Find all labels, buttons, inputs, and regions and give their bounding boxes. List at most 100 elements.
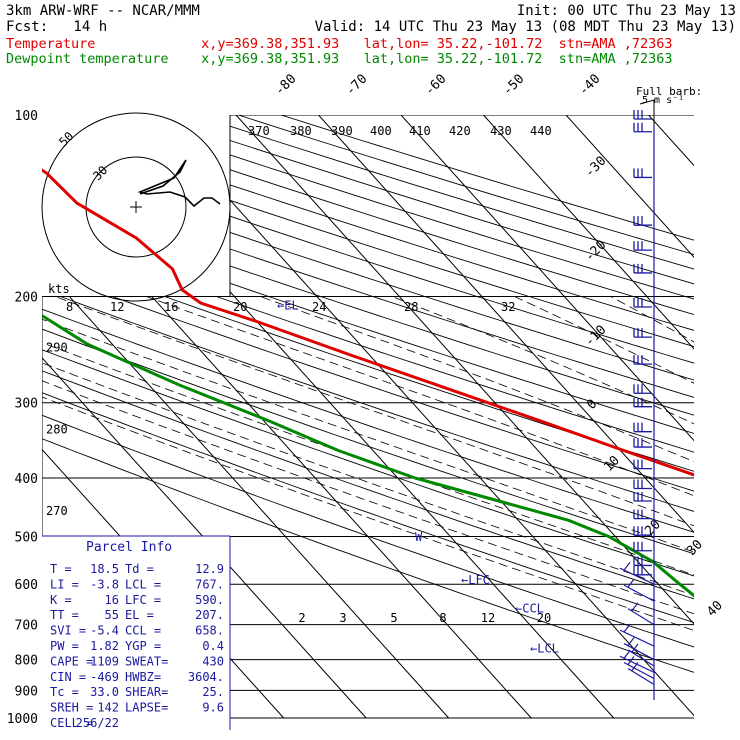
wind-barb — [633, 328, 652, 338]
wind-barb — [623, 578, 655, 602]
parcel-info-cell: EL = — [125, 608, 154, 622]
parcel-info-cell: LFC = — [125, 593, 161, 607]
pressure-label-1000: 1000 — [7, 712, 38, 727]
hodograph-ring-outer — [41, 112, 231, 302]
wind-barb — [633, 297, 652, 308]
parcel-panel-background — [42, 536, 230, 730]
mixing-ratio-label: 20 — [537, 611, 551, 625]
isotherm-label: -10 — [582, 323, 609, 350]
barb-units: 5 m s⁻¹ — [642, 95, 685, 106]
dry-adiabat-390 — [42, 166, 694, 381]
init-time: Init: 00 UTC Thu 23 May 13 — [516, 3, 736, 19]
parcel-info-cell: HWBZ= — [125, 670, 161, 684]
level-markers: ←EL ←LFC ←CCL ←LCL — [277, 299, 559, 656]
isotherm-20 — [648, 115, 694, 167]
dry-adiabat-480 — [281, 115, 694, 241]
wind-barb — [633, 556, 652, 567]
wind-barb — [633, 241, 652, 251]
theta-top-label: 430 — [490, 124, 512, 138]
isotherm-label: -50 — [500, 72, 527, 99]
parcel-info-cell: Tc = — [50, 685, 79, 699]
dry-adiabat-450 — [152, 115, 694, 285]
wind-barb — [633, 541, 652, 552]
dry-adiabat-460 — [195, 115, 694, 270]
pressure-label-100: 100 — [15, 109, 38, 124]
parcel-info-cell: 16 — [105, 593, 119, 607]
speed-tick-label: 8 — [66, 300, 73, 314]
wind-barb — [633, 110, 652, 120]
moist-adiabat-30 — [391, 296, 694, 425]
isotherm-label: -20 — [582, 238, 609, 265]
dry-adiabat-270 — [42, 392, 694, 624]
dry-adiabat-320 — [42, 289, 694, 512]
wind-barb — [633, 459, 652, 470]
parcel-info-cell: SREH = — [50, 701, 93, 715]
dry-adiabat-360 — [42, 216, 694, 434]
theta-label: 280 — [46, 422, 68, 436]
dry-adiabat-340 — [42, 252, 694, 472]
moist-adiabat--10 — [42, 396, 694, 631]
parcel-info-cell: 18.5 — [90, 562, 119, 576]
parcel-info-cell: K = — [50, 593, 72, 607]
wind-barb — [633, 216, 652, 226]
parcel-info-cell: 1109 — [90, 654, 119, 668]
parcel-info-cell: 9.6 — [202, 701, 224, 715]
pressure-label-700: 700 — [15, 619, 38, 634]
theta-top-label: 410 — [409, 124, 431, 138]
mixing-ratio-label: 5 — [390, 611, 397, 625]
mixing-ratio-label: 2 — [298, 611, 305, 625]
parcel-info-cell: TT = — [50, 608, 79, 622]
isotherm-30 — [731, 115, 740, 718]
wind-barb — [633, 491, 652, 502]
dry-adiabat-380 — [42, 183, 694, 398]
dewpoint-profile — [42, 313, 694, 598]
parcel-info-cell: 767. — [195, 577, 224, 591]
parcel-info-cell: 25. — [202, 685, 224, 699]
parcel-info-cell: 3604. — [188, 670, 224, 684]
dry-adiabat-310 — [42, 308, 694, 533]
theta-label: 290 — [46, 340, 68, 354]
parcel-info-cell: SVI = — [50, 624, 86, 638]
speed-tick-label: 20 — [233, 300, 247, 314]
dry-adiabat-290 — [42, 349, 694, 577]
parcel-info-cell: 1.82 — [90, 639, 119, 653]
level-marker: ←EL — [277, 299, 299, 313]
isotherm-label: -60 — [422, 72, 449, 99]
pressure-label-400: 400 — [15, 472, 38, 487]
isotherm-label: -30 — [582, 154, 609, 181]
parcel-info-cell: SWEAT= — [125, 654, 168, 668]
valid-time: Valid: 14 UTC Thu 23 May 13 (08 MDT Thu … — [314, 19, 736, 35]
speed-tick-label: 16 — [164, 300, 178, 314]
temperature-legend: Temperature x,y=369.38,351.93 lat,lon= 3… — [6, 36, 673, 52]
parcel-panel-title: Parcel Info — [86, 540, 172, 555]
wind-barb — [623, 637, 655, 661]
wind-barb — [633, 168, 652, 179]
speed-tick-label: 24 — [312, 300, 326, 314]
parcel-info-cell: PW = — [50, 639, 79, 653]
parcel-info-cell: -5.4 — [90, 624, 119, 638]
isotherm-label: 10 — [601, 453, 623, 475]
theta-top-label: 400 — [370, 124, 392, 138]
parcel-info-cell: 658. — [195, 624, 224, 638]
parcel-info-cell: 55 — [105, 608, 119, 622]
thermo-grid — [42, 115, 694, 719]
dewpoint-legend: Dewpoint temperature x,y=369.38,351.93 l… — [6, 51, 673, 67]
moist-adiabat-15 — [55, 296, 694, 527]
parcel-info-cell: CAPE = — [50, 654, 93, 668]
pressure-label-900: 900 — [15, 684, 38, 699]
wind-barb — [633, 122, 652, 133]
parcel-info-cell: Td = — [125, 562, 154, 576]
wind-barb — [633, 479, 652, 490]
parcel-info-cell: 256/22 — [76, 716, 119, 730]
wind-barb — [633, 565, 652, 576]
isotherm-label: 40 — [704, 598, 726, 620]
wet-bulb-marker: W — [415, 530, 423, 544]
pressure-label-300: 300 — [15, 397, 38, 412]
dry-adiabat-470 — [238, 115, 694, 255]
parcel-info-cell: CIN = — [50, 670, 86, 684]
parcel-info-cell: CELL = — [50, 716, 93, 730]
parcel-info-cell: T = — [50, 562, 72, 576]
parcel-info-cell: LAPSE= — [125, 701, 168, 715]
